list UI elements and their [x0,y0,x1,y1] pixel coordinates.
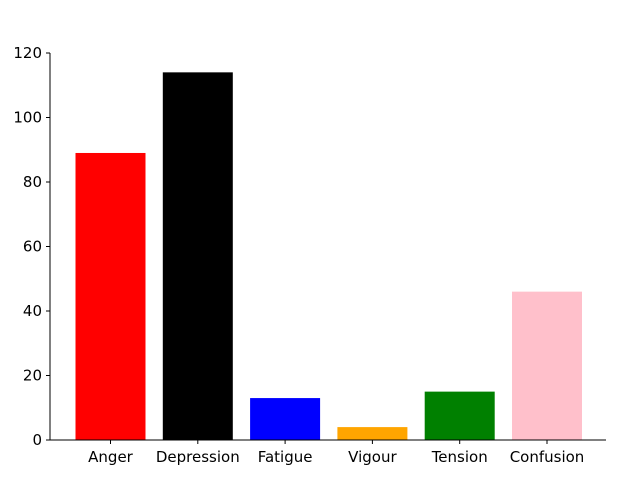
bar-fatigue [250,398,321,440]
bar-vigour [337,427,408,440]
bar-anger [75,152,146,440]
bars-group [75,72,582,440]
y-axis: 0 20 40 60 80 100 120 [13,44,51,449]
bar-confusion [512,291,582,440]
x-tick-label-fatigue: Fatigue [258,448,313,466]
y-tick-label: 120 [13,44,42,62]
x-axis: Anger Depression Fatigue Vigour Tension Confu… [50,439,606,466]
y-tick-label: 20 [23,367,42,385]
bar-tension [424,391,495,440]
x-tick-label-anger: Anger [88,448,134,466]
x-tick-label-confusion: Confusion [510,448,585,466]
y-tick-label: 40 [23,302,42,320]
y-tick-label: 0 [32,431,42,449]
y-tick-label: 100 [13,109,42,127]
x-tick-label-tension: Tension [431,448,488,466]
bar-depression [162,72,233,440]
x-tick-label-vigour: Vigour [348,448,397,466]
y-tick-label: 60 [23,238,42,256]
x-tick-label-depression: Depression [156,448,240,466]
y-tick-label: 80 [23,173,42,191]
